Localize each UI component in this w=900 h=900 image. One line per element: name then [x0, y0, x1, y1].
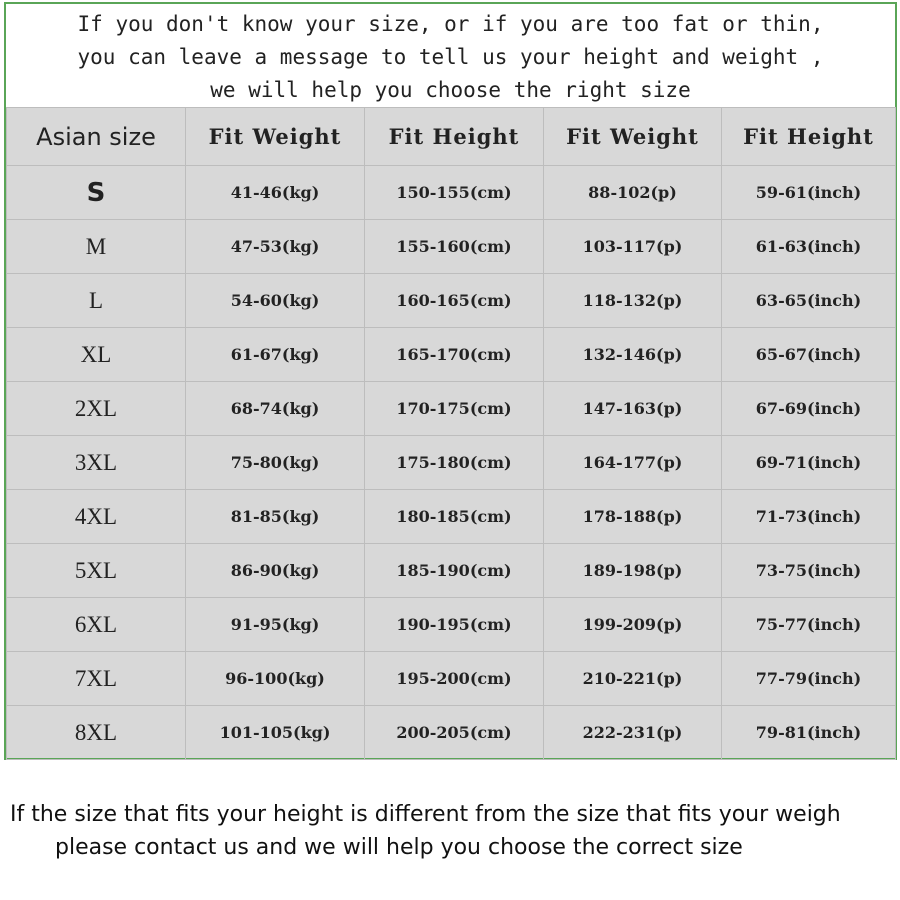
value-cell: 199-209(p) — [543, 597, 722, 652]
value-cell: 189-198(p) — [543, 543, 722, 598]
note-line: please contact us and we will help you c… — [55, 835, 743, 860]
column-header: Fit Weight — [543, 107, 722, 166]
table-row: XL 61-67(kg) 165-170(cm) 132-146(p) 65-67(in… — [6, 327, 896, 382]
value-cell: 67-69(inch) — [721, 381, 896, 436]
value-cell: 103-117(p) — [543, 219, 722, 274]
value-cell: 54-60(kg) — [185, 273, 365, 328]
value-cell: 101-105(kg) — [185, 705, 365, 760]
size-cell: 2XL — [6, 381, 186, 436]
size-cell: 8XL — [6, 705, 186, 760]
column-header: Fit Height — [721, 107, 896, 166]
table-row: 7XL 96-100(kg) 195-200(cm) 210-221(p) 77-79(… — [6, 651, 896, 706]
value-cell: 86-90(kg) — [185, 543, 365, 598]
value-cell: 81-85(kg) — [185, 489, 365, 544]
size-cell: 5XL — [6, 543, 186, 598]
footer-note: If the size that fits your height is dif… — [10, 798, 841, 864]
value-cell: 160-165(cm) — [364, 273, 544, 328]
value-cell: 200-205(cm) — [364, 705, 544, 760]
table-row: S 41-46(kg) 150-155(cm) 88-102(p) 59-61(inch… — [6, 165, 896, 220]
note-line: If the size that fits your height is dif… — [10, 802, 841, 827]
size-cell: S — [6, 165, 186, 220]
value-cell: 91-95(kg) — [185, 597, 365, 652]
value-cell: 79-81(inch) — [721, 705, 896, 760]
table-row: 6XL 91-95(kg) 190-195(cm) 199-209(p) 75-77(i… — [6, 597, 896, 652]
value-cell: 69-71(inch) — [721, 435, 896, 490]
table-row: 3XL 75-80(kg) 175-180(cm) 164-177(p) 69-71(i… — [6, 435, 896, 490]
size-cell: 6XL — [6, 597, 186, 652]
value-cell: 195-200(cm) — [364, 651, 544, 706]
value-cell: 68-74(kg) — [185, 381, 365, 436]
value-cell: 88-102(p) — [543, 165, 722, 220]
value-cell: 61-67(kg) — [185, 327, 365, 382]
size-cell: 3XL — [6, 435, 186, 490]
value-cell: 185-190(cm) — [364, 543, 544, 598]
value-cell: 190-195(cm) — [364, 597, 544, 652]
value-cell: 180-185(cm) — [364, 489, 544, 544]
value-cell: 96-100(kg) — [185, 651, 365, 706]
column-header: Fit Height — [364, 107, 544, 166]
value-cell: 73-75(inch) — [721, 543, 896, 598]
size-cell: XL — [6, 327, 186, 382]
table-row: L 54-60(kg) 160-165(cm) 118-132(p) 63-65(inc… — [6, 273, 896, 328]
intro-line: we will help you choose the right size — [210, 78, 691, 102]
value-cell: 71-73(inch) — [721, 489, 896, 544]
size-cell: L — [6, 273, 186, 328]
value-cell: 178-188(p) — [543, 489, 722, 544]
value-cell: 210-221(p) — [543, 651, 722, 706]
column-header: Fit Weight — [185, 107, 365, 166]
table-header-row: Asian size Fit Weight Fit Height Fit Weight… — [6, 107, 896, 166]
value-cell: 118-132(p) — [543, 273, 722, 328]
intro-line: If you don't know your size, or if you a… — [77, 12, 824, 36]
value-cell: 155-160(cm) — [364, 219, 544, 274]
size-chart: If you don't know your size, or if you a… — [4, 2, 897, 760]
value-cell: 170-175(cm) — [364, 381, 544, 436]
value-cell: 75-80(kg) — [185, 435, 365, 490]
value-cell: 65-67(inch) — [721, 327, 896, 382]
value-cell: 47-53(kg) — [185, 219, 365, 274]
intro-line: you can leave a message to tell us your … — [77, 45, 824, 69]
value-cell: 165-170(cm) — [364, 327, 544, 382]
value-cell: 59-61(inch) — [721, 165, 896, 220]
value-cell: 222-231(p) — [543, 705, 722, 760]
intro-text: If you don't know your size, or if you a… — [6, 4, 895, 107]
table-row: 5XL 86-90(kg) 185-190(cm) 189-198(p) 73-75(i… — [6, 543, 896, 598]
size-table: Asian size Fit Weight Fit Height Fit Weight… — [6, 107, 896, 760]
table-row: M 47-53(kg) 155-160(cm) 103-117(p) 61-63(inc… — [6, 219, 896, 274]
table-row: 8XL 101-105(kg) 200-205(cm) 222-231(p) 79-81… — [6, 705, 896, 760]
size-cell: 7XL — [6, 651, 186, 706]
column-header: Asian size — [6, 107, 186, 166]
value-cell: 164-177(p) — [543, 435, 722, 490]
value-cell: 147-163(p) — [543, 381, 722, 436]
value-cell: 77-79(inch) — [721, 651, 896, 706]
value-cell: 175-180(cm) — [364, 435, 544, 490]
size-cell: 4XL — [6, 489, 186, 544]
value-cell: 63-65(inch) — [721, 273, 896, 328]
table-row: 2XL 68-74(kg) 170-175(cm) 147-163(p) 67-69(i… — [6, 381, 896, 436]
value-cell: 41-46(kg) — [185, 165, 365, 220]
value-cell: 150-155(cm) — [364, 165, 544, 220]
value-cell: 132-146(p) — [543, 327, 722, 382]
table-row: 4XL 81-85(kg) 180-185(cm) 178-188(p) 71-73(i… — [6, 489, 896, 544]
value-cell: 61-63(inch) — [721, 219, 896, 274]
value-cell: 75-77(inch) — [721, 597, 896, 652]
size-cell: M — [6, 219, 186, 274]
